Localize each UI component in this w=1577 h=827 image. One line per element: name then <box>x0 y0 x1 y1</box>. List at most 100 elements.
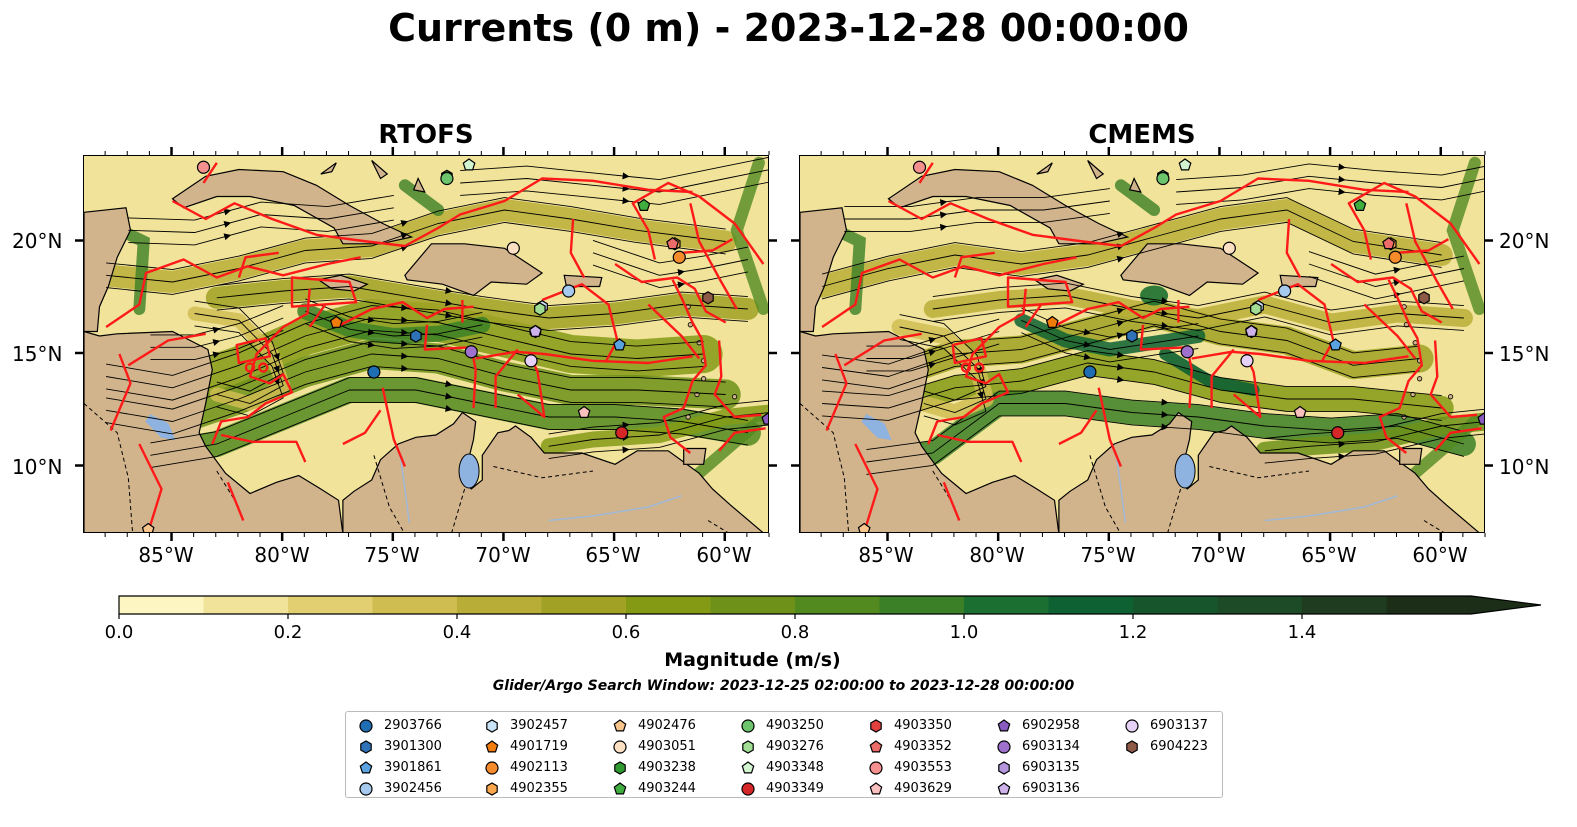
platform-marker-4903352 <box>666 237 680 250</box>
legend-item-4902113: 4902113 <box>484 757 568 778</box>
legend-item-4903352: 4903352 <box>868 736 952 757</box>
streamline <box>866 403 1465 463</box>
streamline <box>821 197 1442 275</box>
hexagon-marker-icon <box>614 760 626 775</box>
eez-boundary-line <box>662 279 707 454</box>
lon-tick-label: 75°W <box>1080 543 1136 567</box>
streamline <box>822 350 1442 397</box>
legend-marker <box>998 760 1010 775</box>
current-jet <box>1446 156 1484 315</box>
platform-marker-4903352 <box>1382 237 1396 250</box>
hexagon-marker-icon <box>870 718 882 733</box>
legend-label: 3902456 <box>384 781 442 796</box>
streamline <box>822 362 1442 409</box>
eez-boundary-box <box>290 276 358 308</box>
colorbar-segment <box>288 596 373 614</box>
lon-tick-label: 65°W <box>1301 543 1357 567</box>
legend-item-4903629: 4903629 <box>868 778 952 799</box>
streamline-arrow <box>677 268 685 276</box>
streamline <box>305 298 483 325</box>
eez-boundary-box <box>235 337 272 365</box>
eez-boundary-line <box>1378 279 1423 454</box>
legend-label: 4901719 <box>510 739 568 754</box>
colorbar-tick-label: 1.4 <box>1287 622 1317 643</box>
circle-marker-icon <box>359 781 373 796</box>
eez-boundary-line <box>220 433 307 463</box>
colorbar-segment <box>1133 596 1218 614</box>
platform-marker-4901719 <box>1045 315 1059 328</box>
streamline <box>106 329 704 401</box>
streamline <box>150 389 748 456</box>
streamline <box>128 219 394 246</box>
colorbar-tick-label: 0.4 <box>442 622 472 643</box>
legend-label: 4903553 <box>894 760 952 775</box>
circle-marker-icon <box>613 739 627 754</box>
streamline-arrow <box>445 392 453 400</box>
legend-item-4903244: 4903244 <box>612 778 696 799</box>
eez-boundary-line <box>1058 409 1098 446</box>
colorbar-segment <box>964 596 1049 614</box>
lon-tick-label: 70°W <box>475 543 531 567</box>
legend-marker <box>869 781 883 794</box>
legend-marker <box>613 781 627 794</box>
platform-marker-4903051 <box>506 241 520 255</box>
eez-boundary-line <box>138 443 163 526</box>
country-border <box>1089 455 1121 532</box>
eez-boundary-line <box>681 238 733 254</box>
legend-item-4903350: 4903350 <box>868 715 952 736</box>
eez-boundary-line <box>918 162 934 184</box>
lat-tick-label: 20°N <box>12 229 63 253</box>
lake-maracaibo <box>458 453 480 489</box>
streamline-arrow <box>677 281 685 289</box>
eez-boundary-line <box>237 251 279 278</box>
land-polygon <box>800 330 1060 532</box>
eez-boundary-line <box>1429 340 1478 419</box>
streamline <box>822 313 1420 377</box>
legend-marker <box>742 739 754 754</box>
eez-boundary-line <box>927 288 1027 445</box>
land-polygon <box>342 411 764 532</box>
streamline <box>216 273 748 307</box>
streamline-arrow <box>939 199 948 207</box>
platform-marker-4903250 <box>440 171 454 186</box>
legend-item-6903137: 6903137 <box>1124 715 1208 736</box>
legend-label: 4903250 <box>766 718 824 733</box>
legend-item-3902456: 3902456 <box>358 778 442 799</box>
streamline-arrow <box>1083 353 1092 361</box>
eez-boundary-line <box>718 427 766 452</box>
colorbar-outline <box>118 595 1542 615</box>
streamline-arrow <box>445 404 453 412</box>
streamline <box>822 325 1420 390</box>
legend-item-6903136: 6903136 <box>996 778 1080 799</box>
streamline <box>592 264 748 289</box>
country-border <box>1209 466 1310 479</box>
eez-boundary-line <box>689 203 738 310</box>
eez-boundaries <box>105 162 766 526</box>
lon-tick-label: 85°W <box>858 543 914 567</box>
colorbar-segment <box>372 596 458 614</box>
country-border <box>800 403 850 532</box>
hexagon-marker-icon <box>1126 739 1138 754</box>
platform-marker-3902456 <box>562 284 576 298</box>
streamline <box>106 365 726 435</box>
colorbar-segment <box>1302 596 1387 614</box>
eez-boundary-line <box>1210 348 1235 408</box>
platform-marker-6902958 <box>1477 412 1484 425</box>
platform-marker-6904223 <box>1418 291 1430 305</box>
land-polygon <box>84 207 132 333</box>
eez-boundary-box <box>1006 276 1074 308</box>
eez-boundary-line <box>1347 181 1481 265</box>
circle-marker-icon <box>485 760 499 775</box>
legend-marker <box>741 718 755 733</box>
legend-marker <box>359 718 373 733</box>
legend-item-4901719: 4901719 <box>484 736 568 757</box>
eez-boundaries <box>821 162 1482 526</box>
streamline <box>460 157 768 181</box>
eez-boundary-line <box>381 387 407 467</box>
platform-marker-3901861 <box>613 338 626 351</box>
map-panel-cmems[interactable] <box>799 155 1485 533</box>
platform-marker-4903244 <box>1353 198 1367 211</box>
map-panel-rtofs[interactable] <box>83 155 769 533</box>
hexagon-marker-icon <box>486 781 498 796</box>
island <box>1447 394 1454 400</box>
